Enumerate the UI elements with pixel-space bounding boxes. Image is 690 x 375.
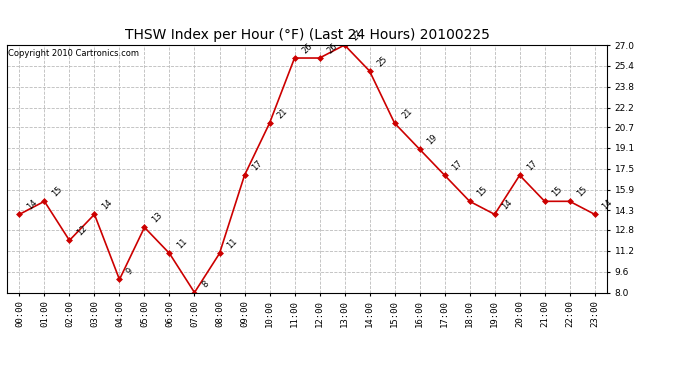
Text: 15: 15 [550,185,564,198]
Text: 19: 19 [425,133,439,146]
Text: 13: 13 [150,211,164,225]
Text: 14: 14 [600,198,614,211]
Text: 17: 17 [250,159,264,172]
Text: 26: 26 [300,41,314,55]
Text: 14: 14 [100,198,114,211]
Text: 21: 21 [275,106,289,120]
Text: 25: 25 [375,54,389,68]
Text: 12: 12 [75,224,89,238]
Text: 15: 15 [50,185,63,198]
Text: 14: 14 [500,198,514,211]
Text: 15: 15 [575,185,589,198]
Text: 9: 9 [125,267,135,277]
Text: 26: 26 [325,41,339,55]
Text: 15: 15 [475,185,489,198]
Title: THSW Index per Hour (°F) (Last 24 Hours) 20100225: THSW Index per Hour (°F) (Last 24 Hours)… [125,28,489,42]
Text: 27: 27 [350,28,364,42]
Text: 17: 17 [450,159,464,172]
Text: 14: 14 [25,198,39,211]
Text: 11: 11 [225,237,239,250]
Text: 11: 11 [175,237,189,250]
Text: 8: 8 [200,279,210,290]
Text: 17: 17 [525,159,539,172]
Text: Copyright 2010 Cartronics.com: Copyright 2010 Cartronics.com [8,49,139,58]
Text: 21: 21 [400,106,414,120]
